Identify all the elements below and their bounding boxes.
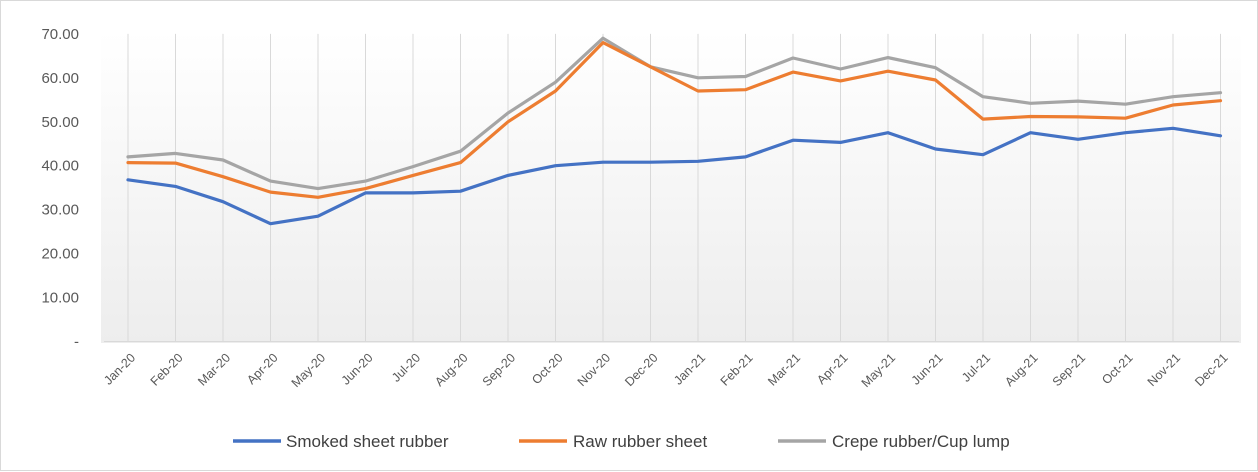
x-tick-label: Feb-21 — [718, 351, 756, 389]
y-tick-label: 30.00 — [41, 202, 79, 219]
x-tick-label: Dec-20 — [622, 351, 660, 389]
x-tick-label: Aug-21 — [1002, 351, 1040, 389]
x-tick-label: May-21 — [859, 351, 898, 390]
legend-label: Crepe rubber/Cup lump — [832, 432, 1010, 451]
y-tick-label: 50.00 — [41, 114, 79, 131]
x-tick-label: Sep-21 — [1050, 351, 1088, 389]
x-tick-label: Jun-20 — [339, 351, 376, 388]
y-axis: - 10.00 20.00 30.00 40.00 50.00 60.00 70.00 — [41, 26, 79, 351]
series-lines — [126, 36, 1223, 226]
x-axis: Jan-20 Feb-20 Mar-20 Apr-20 May-20 Jun-20 Jul-… — [101, 341, 1239, 390]
x-tick-label: Nov-20 — [575, 351, 613, 389]
x-tick-label: Aug-20 — [432, 351, 470, 389]
y-tick-label: 10.00 — [41, 290, 79, 307]
y-tick-label: 20.00 — [41, 246, 79, 263]
x-tick-label: Sep-20 — [480, 351, 518, 389]
x-tick-label: Jan-20 — [101, 351, 138, 388]
x-tick-label: Mar-20 — [195, 351, 233, 389]
legend-label: Smoked sheet rubber — [286, 432, 449, 451]
legend: Smoked sheet rubber Raw rubber sheet Crepe… — [233, 432, 1010, 451]
x-tick-label: May-20 — [289, 351, 328, 390]
x-tick-label: Oct-21 — [1099, 351, 1135, 387]
x-tick-label: Oct-20 — [529, 351, 565, 387]
x-tick-label: Dec-21 — [1192, 351, 1230, 389]
y-tick-label: 70.00 — [41, 26, 79, 43]
x-tick-label: Feb-20 — [148, 351, 186, 389]
x-tick-label: Apr-20 — [244, 351, 280, 387]
y-tick-label: 40.00 — [41, 158, 79, 175]
x-tick-label: Jul-21 — [959, 351, 993, 385]
x-tick-label: Apr-21 — [814, 351, 850, 387]
x-tick-label: Jan-21 — [671, 351, 708, 388]
grid-lines — [127, 33, 1221, 342]
x-tick-label: Jun-21 — [909, 351, 946, 388]
plot-area — [101, 31, 1241, 343]
x-tick-label: Mar-21 — [765, 351, 803, 389]
y-tick-label: - — [74, 334, 79, 351]
y-tick-label: 60.00 — [41, 70, 79, 87]
series-line-0 — [126, 126, 1223, 226]
series-line-2 — [126, 36, 1223, 191]
x-tick-label: Jul-20 — [389, 351, 423, 385]
legend-label: Raw rubber sheet — [573, 432, 707, 451]
x-tick-label: Nov-21 — [1145, 351, 1183, 389]
series-line-1 — [126, 40, 1223, 199]
